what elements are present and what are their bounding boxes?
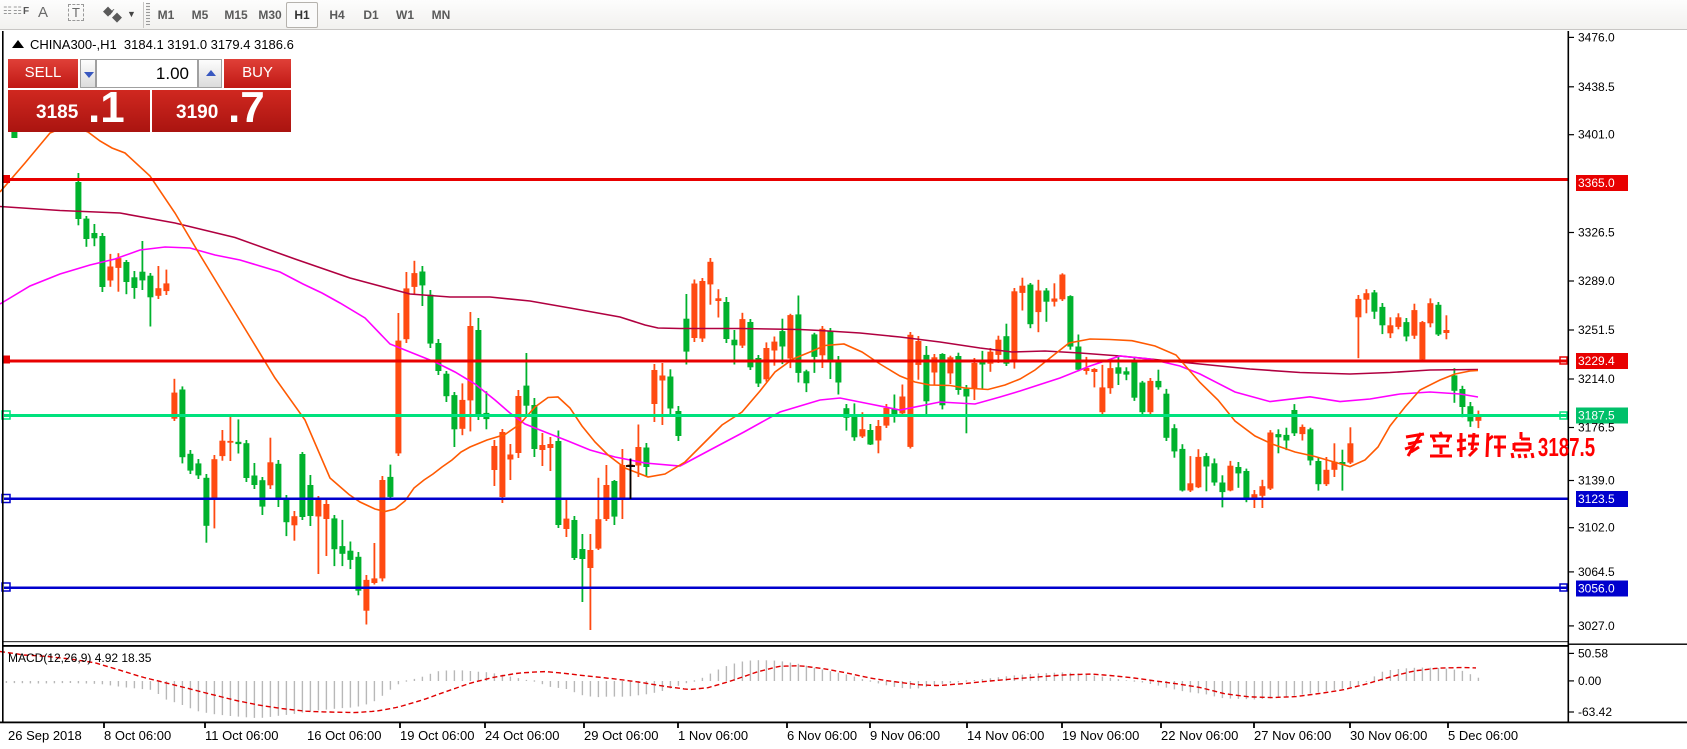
svg-text:19 Nov 06:00: 19 Nov 06:00: [1062, 728, 1139, 743]
svg-text:30 Nov 06:00: 30 Nov 06:00: [1350, 728, 1427, 743]
svg-text:16 Oct 06:00: 16 Oct 06:00: [307, 728, 381, 743]
svg-text:19 Oct 06:00: 19 Oct 06:00: [400, 728, 474, 743]
svg-text:3187.5: 3187.5: [1578, 409, 1615, 423]
svg-text:3229.4: 3229.4: [1578, 354, 1615, 368]
svg-text:11 Oct 06:00: 11 Oct 06:00: [205, 728, 278, 743]
svg-text:29 Oct 06:00: 29 Oct 06:00: [584, 728, 658, 743]
svg-text:8 Oct 06:00: 8 Oct 06:00: [104, 728, 171, 743]
svg-text:3289.0: 3289.0: [1578, 274, 1615, 288]
svg-text:3187.5: 3187.5: [1538, 432, 1595, 462]
svg-text:26 Sep 2018: 26 Sep 2018: [8, 728, 82, 743]
svg-text:0.00: 0.00: [1578, 674, 1602, 688]
svg-text:3064.5: 3064.5: [1578, 565, 1615, 579]
svg-text:3214.0: 3214.0: [1578, 372, 1615, 386]
svg-text:3365.0: 3365.0: [1578, 176, 1615, 190]
svg-text:3326.5: 3326.5: [1578, 226, 1615, 240]
svg-text:24 Oct 06:00: 24 Oct 06:00: [485, 728, 559, 743]
svg-text:3056.0: 3056.0: [1578, 582, 1615, 596]
svg-text:5 Dec 06:00: 5 Dec 06:00: [1448, 728, 1518, 743]
svg-text:3401.0: 3401.0: [1578, 128, 1615, 142]
svg-text:3139.0: 3139.0: [1578, 474, 1615, 488]
svg-text:3251.5: 3251.5: [1578, 323, 1615, 337]
svg-text:1 Nov 06:00: 1 Nov 06:00: [678, 728, 748, 743]
svg-text:3027.0: 3027.0: [1578, 619, 1615, 633]
svg-text:3476.0: 3476.0: [1578, 30, 1615, 44]
svg-text:22 Nov 06:00: 22 Nov 06:00: [1161, 728, 1238, 743]
svg-text:14 Nov 06:00: 14 Nov 06:00: [967, 728, 1044, 743]
svg-text:50.58: 50.58: [1578, 646, 1608, 660]
svg-text:3438.5: 3438.5: [1578, 80, 1615, 94]
svg-text:3102.0: 3102.0: [1578, 521, 1615, 535]
svg-text:6 Nov 06:00: 6 Nov 06:00: [787, 728, 857, 743]
svg-text:9 Nov 06:00: 9 Nov 06:00: [870, 728, 940, 743]
svg-text:3123.5: 3123.5: [1578, 492, 1615, 506]
svg-text:3176.5: 3176.5: [1578, 421, 1615, 435]
svg-text:27 Nov 06:00: 27 Nov 06:00: [1254, 728, 1331, 743]
svg-text:-63.42: -63.42: [1578, 705, 1612, 719]
